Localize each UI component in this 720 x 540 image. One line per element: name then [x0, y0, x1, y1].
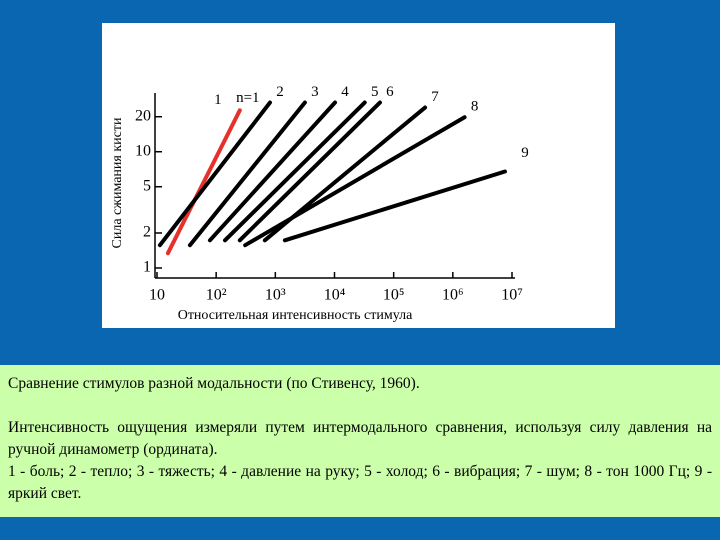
y-tick-label: 1: [143, 259, 151, 276]
x-tick-label: 10³: [265, 287, 286, 304]
series-label: 4: [341, 84, 349, 100]
series-line: [237, 100, 382, 243]
x-tick-label: 10⁷: [501, 287, 523, 304]
y-tick-label: 5: [143, 177, 151, 194]
y-tick-label: 20: [135, 107, 151, 124]
series-line: [165, 108, 242, 256]
series-label: 3: [311, 84, 319, 100]
series-label: 8: [471, 99, 479, 115]
x-axis-label: Относительная интенсивность стимула: [178, 308, 413, 323]
caption-title: Сравнение стимулов разной модальности (п…: [8, 375, 420, 392]
figure: Относительная интенсивность стимула Сила…: [102, 23, 615, 328]
x-tick-label: 10²: [206, 287, 227, 304]
series-label: 2: [276, 84, 284, 100]
series-label: 6: [386, 84, 394, 100]
x-tick-label: 10⁴: [324, 287, 346, 304]
x-tick-label: 10⁶: [442, 287, 464, 304]
series-label: 1: [214, 92, 222, 108]
y-tick-label: 10: [135, 142, 151, 159]
series-label: 5: [371, 84, 379, 100]
series-line: [207, 100, 338, 243]
x-tick-label: 10⁵: [383, 287, 405, 304]
x-tick-label: 10: [149, 287, 165, 304]
chart: Относительная интенсивность стимула Сила…: [110, 84, 529, 323]
series-label: 7: [431, 89, 439, 105]
series-line: [282, 169, 507, 243]
series-label: 9: [521, 145, 529, 161]
series-line: [243, 115, 467, 248]
series-line: [187, 100, 307, 248]
y-axis-label: Сила сжимания кисти: [110, 117, 125, 248]
caption-paragraph: Интенсивность ощущения измеряли путем ин…: [8, 419, 712, 458]
annotation: n=1: [236, 90, 259, 106]
caption: Сравнение стимулов разной модальности (п…: [0, 365, 720, 517]
y-tick-label: 2: [143, 224, 151, 241]
series-line: [157, 100, 273, 248]
caption-paragraph: 1 - боль; 2 - тепло; 3 - тяжесть; 4 - да…: [8, 463, 712, 502]
series-line: [222, 100, 367, 243]
